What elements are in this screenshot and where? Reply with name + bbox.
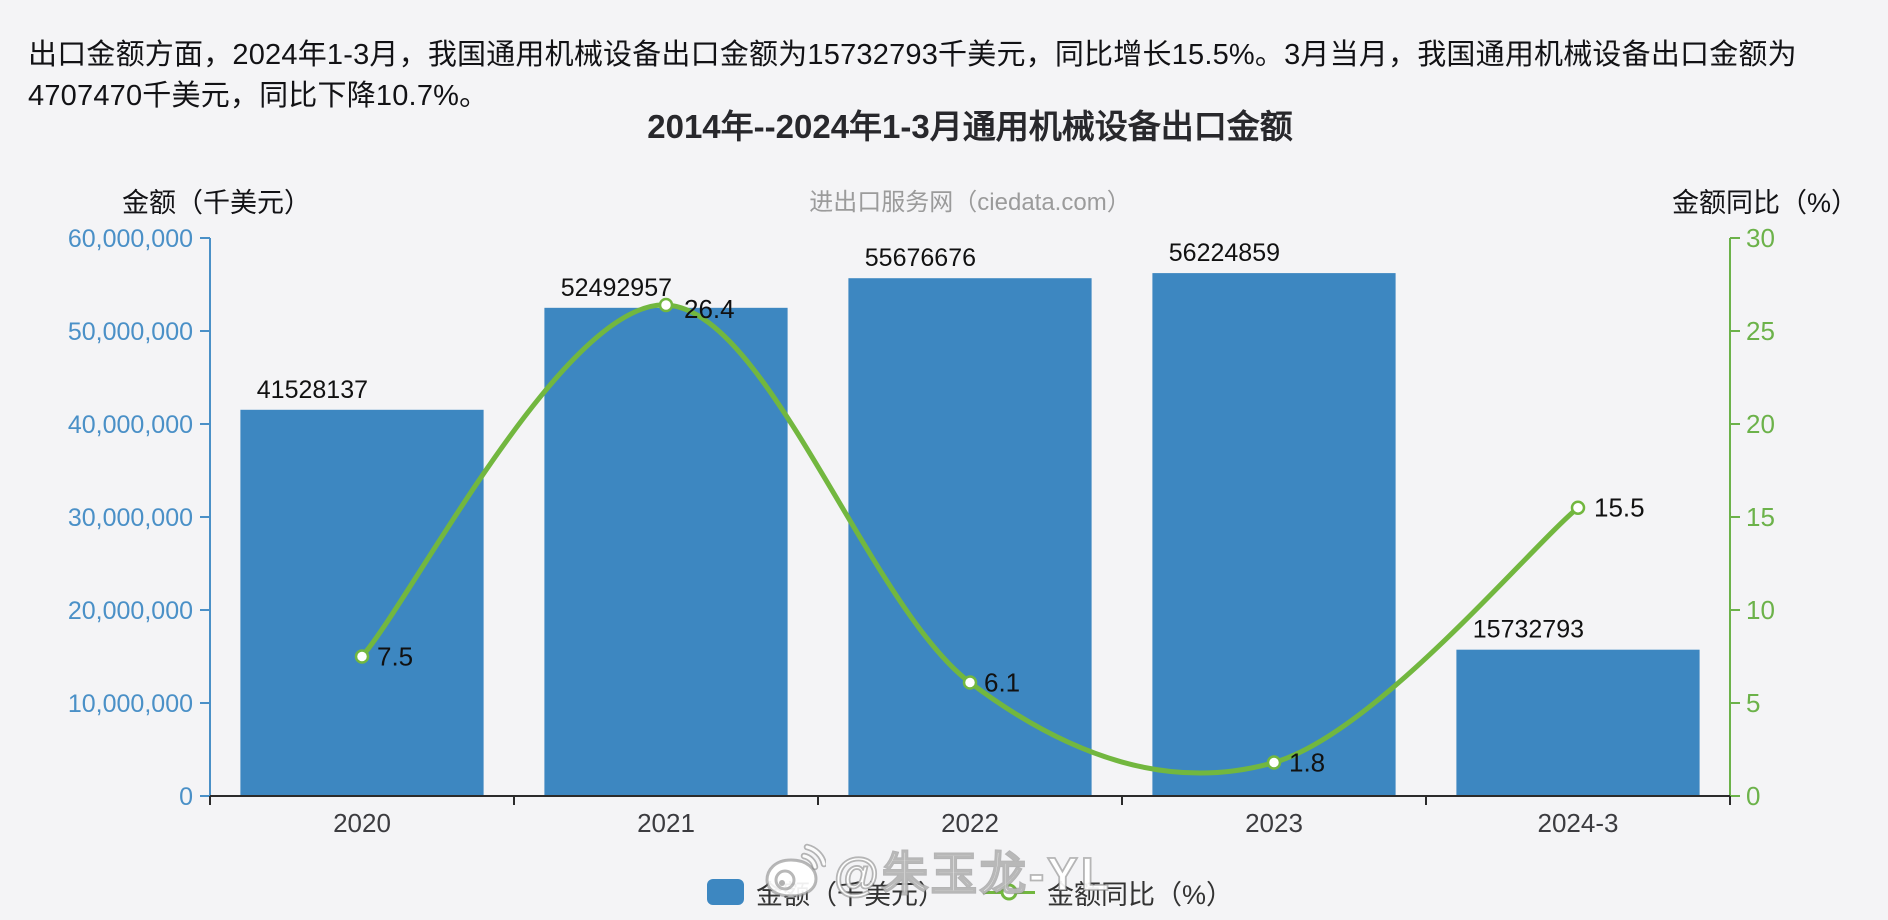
svg-text:26.4: 26.4 — [684, 294, 735, 324]
legend-label-amount: 金额（千美元） — [755, 879, 945, 910]
svg-text:15: 15 — [1746, 502, 1775, 532]
svg-text:7.5: 7.5 — [377, 642, 413, 672]
svg-text:25: 25 — [1746, 316, 1775, 346]
left-axis: 0 10,000,000 20,000,000 30,000,000 40,000,00… — [68, 225, 211, 811]
svg-text:0: 0 — [179, 783, 193, 811]
svg-text:15.5: 15.5 — [1594, 493, 1645, 523]
x-axis: 2020 2021 2022 2023 2024-3 — [209, 795, 1731, 838]
right-axis: 0 5 10 15 20 25 30 — [1729, 223, 1775, 811]
svg-text:50,000,000: 50,000,000 — [68, 318, 193, 346]
left-axis-title: 金额（千美元） — [122, 188, 311, 218]
svg-text:56224859: 56224859 — [1169, 239, 1280, 267]
svg-text:55676676: 55676676 — [865, 244, 976, 272]
legend-item-yoy[interactable]: 金额同比（%） — [982, 873, 1233, 912]
legend-item-amount[interactable]: 金额（千美元） — [706, 873, 945, 912]
svg-text:2020: 2020 — [333, 808, 391, 838]
svg-text:20,000,000: 20,000,000 — [68, 597, 193, 625]
svg-text:40,000,000: 40,000,000 — [68, 411, 193, 439]
svg-text:10: 10 — [1746, 595, 1775, 625]
svg-text:30,000,000: 30,000,000 — [68, 504, 193, 532]
svg-text:15732793: 15732793 — [1473, 616, 1584, 644]
intro-text: 出口金额方面，2024年1-3月，我国通用机械设备出口金额为15732793千美… — [28, 39, 1797, 112]
legend-label-yoy: 金额同比（%） — [1046, 879, 1233, 910]
bar-swatch-icon — [706, 879, 744, 905]
yoy-line-series — [354, 297, 1586, 776]
svg-text:41528137: 41528137 — [257, 376, 368, 404]
svg-text:2023: 2023 — [1245, 808, 1303, 838]
svg-text:52492957: 52492957 — [561, 274, 672, 302]
line-swatch-icon — [982, 883, 1035, 901]
line-point-labels: 7.5 26.4 6.1 1.8 15.5 — [377, 294, 1645, 778]
right-axis-title: 金额同比（%） — [1671, 188, 1858, 218]
chart-subtitle: 进出口服务网（ciedata.com） — [809, 189, 1131, 216]
svg-text:30: 30 — [1746, 223, 1775, 253]
svg-text:20: 20 — [1746, 409, 1775, 439]
svg-text:2021: 2021 — [637, 808, 695, 838]
svg-text:60,000,000: 60,000,000 — [68, 225, 193, 253]
chart-title: 2014年--2024年1-3月通用机械设备出口金额 — [647, 108, 1293, 145]
legend: 金额（千美元） 金额同比（%） — [210, 872, 1730, 912]
svg-text:1.8: 1.8 — [1289, 748, 1325, 778]
svg-text:2024-3: 2024-3 — [1538, 808, 1619, 838]
svg-text:10,000,000: 10,000,000 — [68, 690, 193, 718]
svg-text:2022: 2022 — [941, 808, 999, 838]
svg-text:6.1: 6.1 — [984, 668, 1020, 698]
bar-value-labels: 41528137 52492957 55676676 56224859 15732793 — [257, 239, 1584, 644]
bars-series — [240, 273, 1700, 796]
svg-text:0: 0 — [1746, 781, 1760, 811]
svg-text:5: 5 — [1746, 688, 1760, 718]
